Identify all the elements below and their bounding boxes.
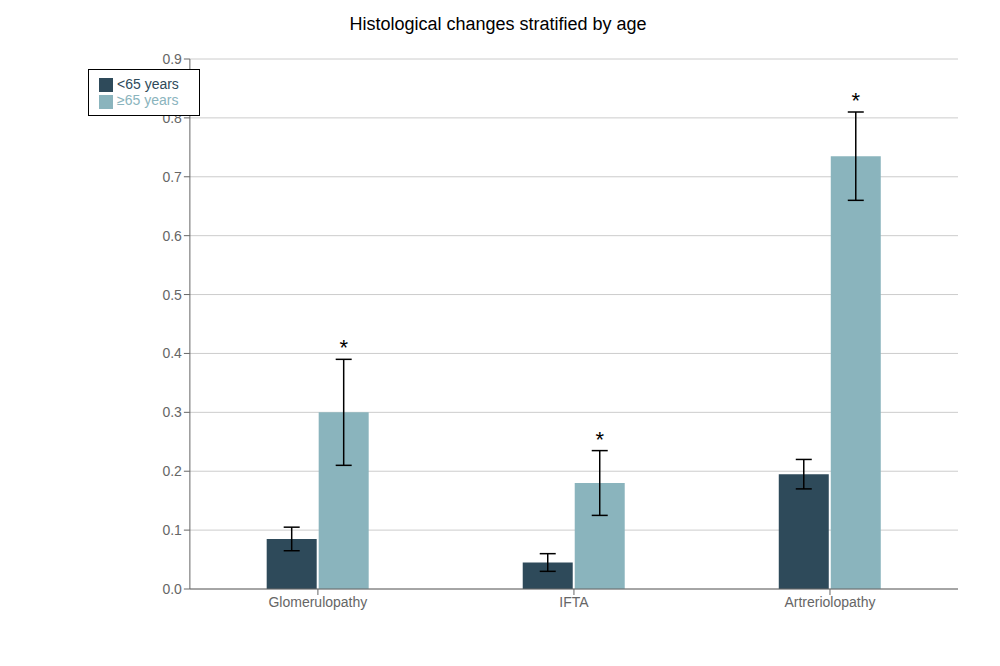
html-text:<65 years: <65 years <box>117 76 179 92</box>
svg-text:*: * <box>851 88 860 113</box>
svg-text:0.7: 0.7 <box>162 169 182 185</box>
svg-text:0.2: 0.2 <box>162 463 182 479</box>
svg-text:0.1: 0.1 <box>162 522 182 538</box>
svg-text:0.8: 0.8 <box>162 110 182 126</box>
svg-text:*: * <box>339 335 348 360</box>
svg-text:*: * <box>595 427 604 452</box>
svg-text:0.5: 0.5 <box>162 287 182 303</box>
svg-text:0.4: 0.4 <box>162 345 182 361</box>
html-text:Histological changes stratifie: Histological changes stratified by age <box>349 14 647 34</box>
svg-text:IFTA: IFTA <box>559 594 589 610</box>
svg-text:0.9: 0.9 <box>162 51 182 67</box>
html-text:≥65 years: ≥65 years <box>117 92 179 109</box>
svg-text:Artreriolopathy: Artreriolopathy <box>784 594 875 610</box>
svg-text:0.3: 0.3 <box>162 404 182 420</box>
svg-text:0.6: 0.6 <box>162 228 182 244</box>
svg-text:Glomerulopathy: Glomerulopathy <box>268 594 367 610</box>
svg-text:0.0: 0.0 <box>162 581 182 597</box>
